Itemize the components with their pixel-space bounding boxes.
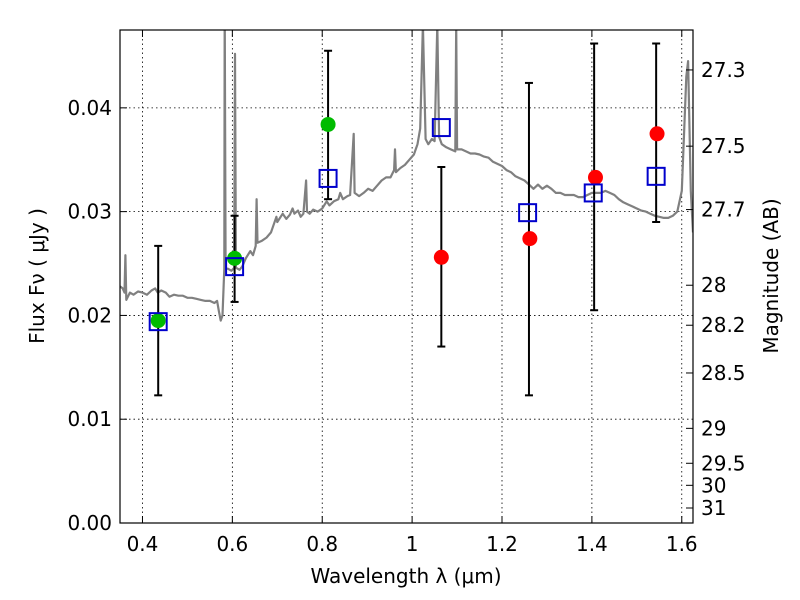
x-tick-label: 1.4 [576, 532, 608, 556]
y2-tick-label: 28 [701, 273, 726, 297]
x-tick-label: 0.6 [216, 532, 248, 556]
y2-tick-label: 29 [701, 416, 726, 440]
y2-tick-label: 28.5 [701, 361, 746, 385]
model-square [225, 257, 245, 277]
y-tick-label: 0.01 [67, 407, 112, 431]
x-tick-label: 1 [406, 532, 419, 556]
x-tick-label: 1.2 [486, 532, 518, 556]
y2-tick-label: 27.3 [701, 58, 746, 82]
model-square [318, 168, 338, 188]
y2-tick-label: 28.2 [701, 313, 746, 337]
model-square [148, 312, 168, 332]
model-square [646, 166, 666, 186]
plot-frame [119, 29, 694, 524]
observed-point-red [649, 126, 665, 142]
y2-tick-label: 31 [701, 496, 726, 520]
observed-point-green [320, 116, 336, 132]
y2-tick-label: 27.7 [701, 198, 746, 222]
y2-tick-label: 30 [701, 473, 726, 497]
y-tick-label: 0.00 [67, 511, 112, 535]
observed-point-red [522, 231, 538, 247]
grid [120, 30, 693, 524]
model-square [431, 118, 451, 138]
plot-area [120, 30, 693, 397]
y-axis-title: Flux Fν ( μJy ) [25, 208, 49, 344]
x-axis-title: Wavelength λ (μm) [310, 564, 501, 588]
x-tick-label: 0.4 [127, 532, 159, 556]
y2-tick-label: 29.5 [701, 451, 746, 475]
x-tick-label: 1.6 [666, 532, 698, 556]
y2-axis-title: Magnitude (AB) [759, 198, 783, 353]
y2-tick-label: 27.5 [701, 134, 746, 158]
observed-point-red [587, 169, 603, 185]
model-spectrum-line [120, 30, 693, 322]
model-square [583, 183, 603, 203]
observed-point-red [433, 249, 449, 265]
model-square [518, 203, 538, 223]
x-tick-label: 0.8 [306, 532, 338, 556]
axes: 0.4 0.6 0.8 1 1.2 1.4 1.6 0.00 0.01 0.02 0.03 0.04 2… [67, 29, 746, 556]
y-tick-label: 0.04 [67, 96, 112, 120]
observed-point-green [150, 313, 166, 329]
y-tick-label: 0.03 [67, 200, 112, 224]
y-tick-label: 0.02 [67, 303, 112, 327]
